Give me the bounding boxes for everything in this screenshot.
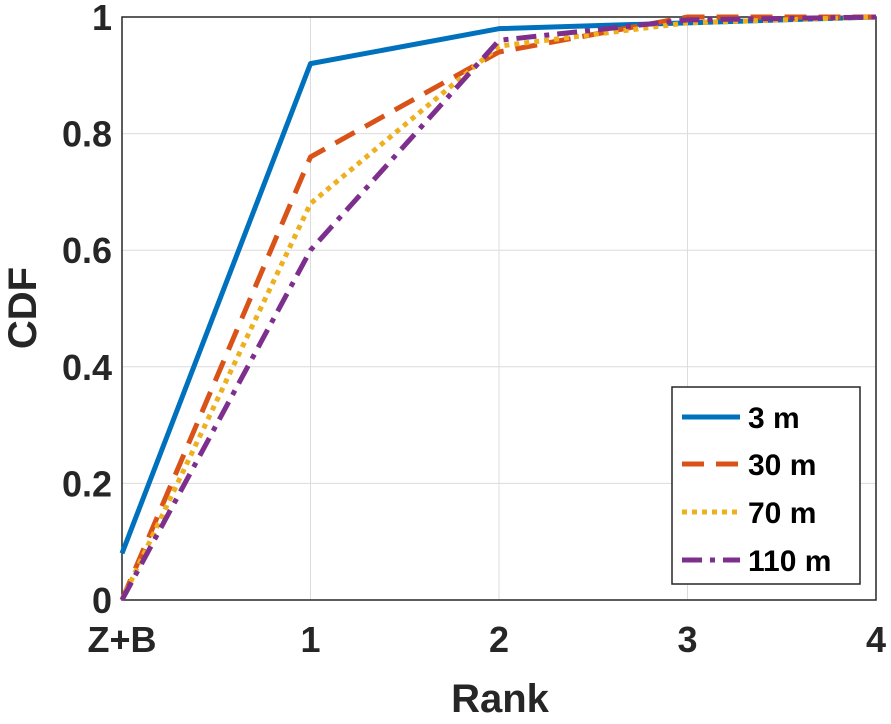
legend-box xyxy=(671,386,861,585)
legend-label: 3 m xyxy=(748,402,800,435)
y-tick-label: 1 xyxy=(92,0,112,38)
y-axis-label: CDF xyxy=(1,267,45,349)
legend: 3 m 30 m 70 m 110 m xyxy=(671,386,861,585)
x-tick-label: 4 xyxy=(866,619,886,660)
x-tick-label: 3 xyxy=(677,619,697,660)
x-tick-label: 1 xyxy=(300,619,320,660)
x-tick-label: Z+B xyxy=(87,619,156,660)
plot-frame xyxy=(121,16,877,601)
y-tick-label: 0.4 xyxy=(62,347,112,388)
legend-label: 30 m xyxy=(748,449,816,482)
series-line-70-m xyxy=(119,14,877,602)
x-axis-label: Rank xyxy=(451,677,550,721)
y-tick-label: 0 xyxy=(92,580,112,621)
x-tick-labels: Z+B 1 2 3 4 xyxy=(87,619,886,660)
x-tick-label: 2 xyxy=(489,619,509,660)
y-tick-label: 0.6 xyxy=(62,230,112,271)
legend-label: 70 m xyxy=(748,497,816,530)
legend-items: 3 m 30 m 70 m 110 m xyxy=(682,402,831,578)
legend-label: 110 m xyxy=(748,545,831,578)
series-lines xyxy=(119,14,877,602)
series-line-110-m xyxy=(119,14,877,602)
y-tick-label: 0.8 xyxy=(62,114,112,155)
y-tick-labels: 0 0.2 0.4 0.6 0.8 1 xyxy=(62,0,112,621)
y-tick-label: 0.2 xyxy=(62,463,112,504)
series-line-30-m xyxy=(119,14,876,601)
